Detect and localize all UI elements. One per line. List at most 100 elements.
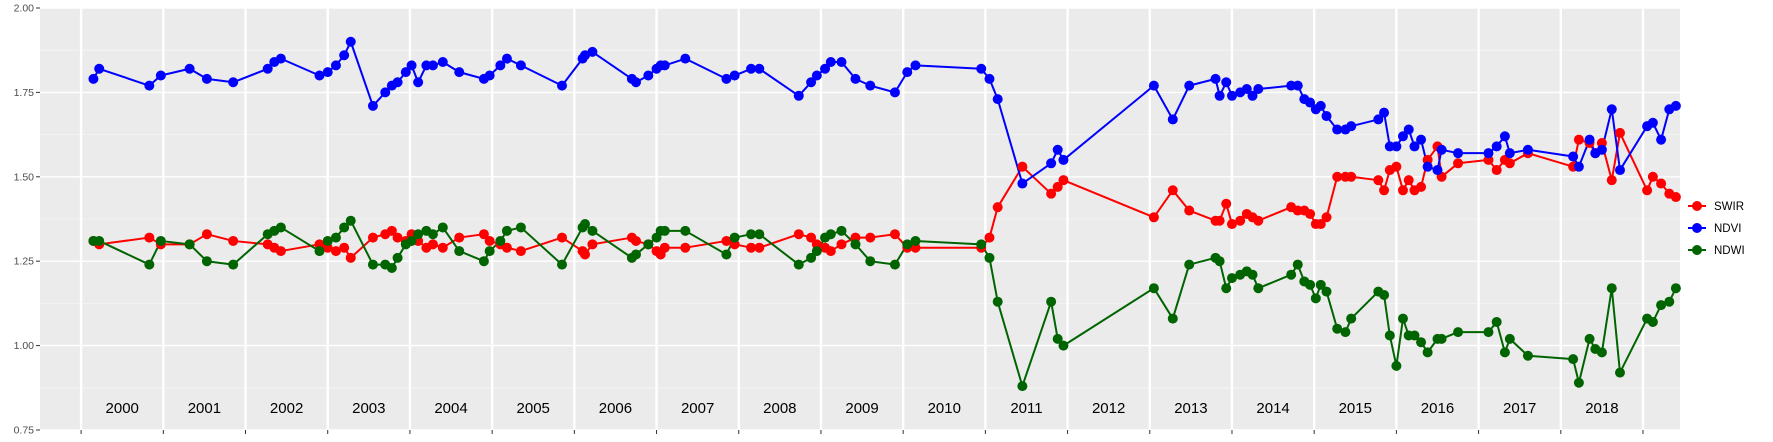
data-point-swir — [865, 232, 876, 243]
data-point-swir — [1397, 185, 1408, 196]
data-point-ndwi — [1052, 333, 1063, 344]
year-label: 2017 — [1503, 400, 1536, 417]
y-axis: 0.75 1.00 1.25 1.50 1.75 2.00 — [14, 3, 40, 437]
data-point-swir — [746, 242, 757, 253]
data-point-ndwi — [1499, 347, 1510, 358]
data-point-ndvi — [1305, 97, 1316, 108]
data-point-ndvi — [1379, 107, 1390, 118]
data-point-swir — [144, 232, 155, 243]
data-point-ndwi — [1226, 273, 1237, 284]
data-point-swir — [825, 246, 836, 257]
data-point-swir — [1346, 171, 1357, 182]
data-point-ndwi — [1379, 289, 1390, 300]
year-label: 2005 — [517, 400, 550, 417]
data-point-ndvi — [659, 60, 670, 71]
data-point-swir — [984, 232, 995, 243]
data-point-ndwi — [984, 252, 995, 263]
year-label: 2004 — [434, 400, 467, 417]
data-point-ndvi — [1453, 148, 1464, 159]
data-point-swir — [754, 242, 765, 253]
data-point-ndwi — [557, 259, 568, 270]
data-point-ndwi — [144, 259, 155, 270]
data-point-ndwi — [811, 246, 822, 257]
year-label: 2010 — [928, 400, 961, 417]
data-point-swir — [1253, 215, 1264, 226]
data-point-ndvi — [1436, 144, 1447, 155]
data-point-ndwi — [314, 246, 325, 257]
data-point-ndvi — [345, 36, 356, 47]
data-point-swir — [1058, 175, 1069, 186]
data-point-ndvi — [1656, 134, 1667, 145]
data-point-ndvi — [984, 73, 995, 84]
y-tick-label: 1.50 — [14, 171, 35, 183]
data-point-ndvi — [850, 73, 861, 84]
data-point-ndvi — [680, 53, 691, 64]
data-point-ndvi — [1409, 141, 1420, 152]
data-point-ndwi — [1214, 256, 1225, 267]
data-point-ndwi — [1221, 283, 1232, 294]
year-label: 2002 — [270, 400, 303, 417]
year-label: 2013 — [1174, 400, 1207, 417]
data-point-swir — [1573, 134, 1584, 145]
data-point-ndwi — [228, 259, 239, 270]
data-point-ndwi — [1384, 330, 1395, 341]
data-point-ndwi — [406, 235, 417, 246]
data-point-ndvi — [330, 60, 341, 71]
data-point-ndwi — [746, 229, 757, 240]
data-point-ndvi — [1584, 134, 1595, 145]
data-point-ndwi — [1332, 323, 1343, 334]
year-label: 2001 — [188, 400, 221, 417]
data-point-ndwi — [865, 256, 876, 267]
data-point-swir — [1184, 205, 1195, 216]
data-point-swir — [1606, 175, 1617, 186]
data-point-ndwi — [1596, 347, 1607, 358]
data-point-ndvi — [1346, 121, 1357, 132]
data-point-ndvi — [515, 60, 526, 71]
legend-label-ndvi: NDVI — [1714, 223, 1741, 235]
data-point-ndwi — [729, 232, 740, 243]
data-point-ndwi — [1416, 337, 1427, 348]
data-point-ndwi — [793, 259, 804, 270]
data-point-ndwi — [1253, 283, 1264, 294]
data-point-swir — [339, 242, 350, 253]
data-point-ndwi — [630, 249, 641, 260]
data-point-ndwi — [1247, 269, 1258, 280]
data-point-ndwi — [580, 219, 591, 230]
data-point-ndvi — [339, 50, 350, 61]
data-point-ndwi — [992, 296, 1003, 307]
data-point-ndwi — [1614, 367, 1625, 378]
data-point-ndvi — [976, 63, 987, 74]
data-point-swir — [367, 232, 378, 243]
data-point-ndwi — [478, 256, 489, 267]
data-point-ndwi — [413, 229, 424, 240]
data-point-swir — [1491, 165, 1502, 176]
data-point-ndwi — [275, 222, 286, 233]
data-point-ndvi — [820, 63, 831, 74]
data-point-ndvi — [1670, 100, 1681, 111]
data-point-ndwi — [339, 222, 350, 233]
data-point-swir — [630, 235, 641, 246]
data-point-ndvi — [228, 77, 239, 88]
data-point-swir — [836, 239, 847, 250]
data-point-ndvi — [413, 77, 424, 88]
data-point-ndvi — [1397, 131, 1408, 142]
data-point-ndvi — [1221, 77, 1232, 88]
y-tick-label: 2.00 — [14, 3, 35, 15]
data-point-ndvi — [144, 80, 155, 91]
data-point-swir — [1403, 175, 1414, 186]
data-point-swir — [1373, 175, 1384, 186]
data-point-swir — [587, 239, 598, 250]
data-point-ndwi — [680, 225, 691, 236]
data-point-ndvi — [501, 53, 512, 64]
data-point-ndvi — [1596, 144, 1607, 155]
data-point-ndvi — [910, 60, 921, 71]
x-axis — [80, 430, 1644, 434]
data-point-swir — [1670, 192, 1681, 203]
data-point-ndvi — [825, 57, 836, 68]
legend-label-swir: SWIR — [1714, 201, 1744, 213]
data-point-ndvi — [1332, 124, 1343, 135]
data-point-swir — [1504, 158, 1515, 169]
data-point-ndwi — [1292, 259, 1303, 270]
data-point-ndwi — [1017, 381, 1028, 392]
